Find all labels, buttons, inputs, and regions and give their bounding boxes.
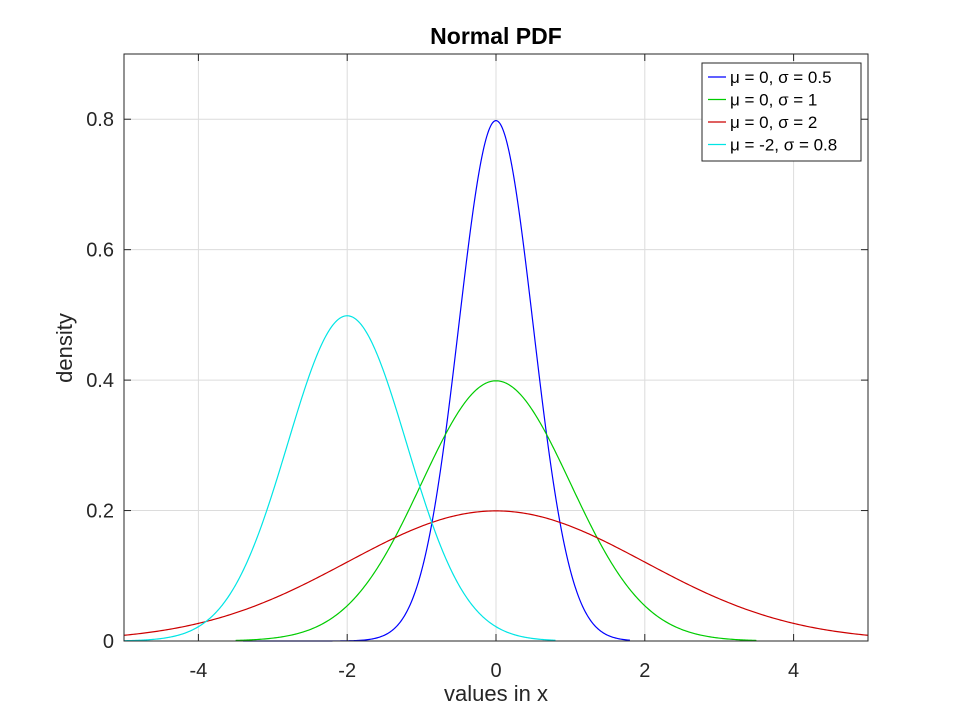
y-tick-label: 0.6	[86, 240, 114, 262]
y-tick-label: 0.8	[86, 109, 114, 131]
legend-entry-1: μ = 0, σ = 0.5	[730, 68, 832, 87]
x-axis-label: values in x	[444, 681, 548, 706]
y-tick-label: 0	[103, 631, 114, 653]
legend-entry-3: μ = 0, σ = 2	[730, 113, 817, 132]
legend: μ = 0, σ = 0.5 μ = 0, σ = 1 μ = 0, σ = 2 μ …	[702, 63, 861, 161]
x-tick-label: 0	[490, 660, 501, 682]
y-tick-label: 0.2	[86, 501, 114, 523]
x-tick-label: 2	[639, 660, 650, 682]
y-tick-label: 0.4	[86, 370, 114, 392]
legend-entry-2: μ = 0, σ = 1	[730, 91, 817, 110]
legend-entry-4: μ = -2, σ = 0.8	[730, 136, 837, 155]
x-tick-label: -2	[338, 660, 356, 682]
y-axis-label: density	[52, 313, 77, 383]
chart-title: Normal PDF	[430, 23, 562, 49]
x-tick-label: -4	[190, 660, 208, 682]
x-tick-label: 4	[788, 660, 799, 682]
